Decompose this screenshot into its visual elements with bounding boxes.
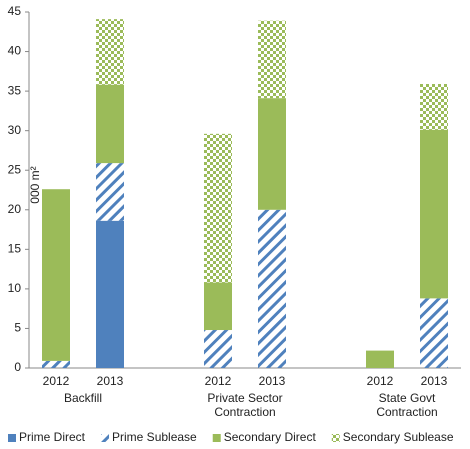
y-tick-label: 5	[14, 321, 21, 335]
bar-segment	[96, 163, 124, 221]
group-label: Backfill	[64, 391, 102, 405]
bar-segment	[96, 19, 124, 85]
x-tick-label: 2012	[205, 374, 232, 388]
legend-label: Secondary Sublease	[343, 430, 454, 444]
bar-segment	[204, 282, 232, 331]
x-tick-label: 2013	[421, 374, 448, 388]
legend-swatch	[212, 434, 221, 442]
legend-label: Prime Direct	[19, 430, 86, 444]
bar-segment	[96, 220, 124, 368]
x-tick-label: 2012	[367, 374, 394, 388]
bar-segment	[258, 209, 286, 368]
y-tick-label: 15	[8, 242, 22, 256]
y-tick-label: 0	[14, 360, 21, 374]
y-tick-label: 40	[8, 44, 22, 58]
bar-segment	[42, 360, 70, 368]
legend-swatch	[8, 434, 16, 442]
bar-segment	[204, 133, 232, 283]
group-label: Contraction	[214, 405, 275, 419]
group-label: Contraction	[376, 405, 437, 419]
y-tick-label: 20	[8, 202, 22, 216]
bar-segment	[366, 350, 394, 368]
bar-segment	[96, 84, 124, 164]
bar-segment	[420, 298, 448, 368]
legend-label: Secondary Direct	[224, 430, 317, 444]
bar-segment	[204, 330, 232, 368]
x-tick-label: 2013	[97, 374, 124, 388]
x-tick-label: 2013	[259, 374, 286, 388]
y-tick-label: 25	[8, 162, 22, 176]
legend-swatch	[101, 434, 110, 442]
bar-segment	[258, 20, 286, 99]
y-tick-label: 45	[8, 4, 22, 18]
bar-segment	[420, 129, 448, 299]
y-tick-label: 35	[8, 83, 22, 97]
y-tick-label: 10	[8, 281, 22, 295]
group-label: Private Sector	[207, 391, 282, 405]
bar-segment	[42, 189, 70, 361]
y-tick-label: 30	[8, 123, 22, 137]
bar-segment	[258, 98, 286, 210]
group-label: State Govt	[379, 391, 436, 405]
legend-swatch	[331, 434, 340, 442]
x-tick-label: 2012	[43, 374, 70, 388]
legend-label: Prime Sublease	[112, 430, 197, 444]
bar-segment	[420, 83, 448, 130]
y-axis-label: 000 m²	[28, 166, 42, 203]
